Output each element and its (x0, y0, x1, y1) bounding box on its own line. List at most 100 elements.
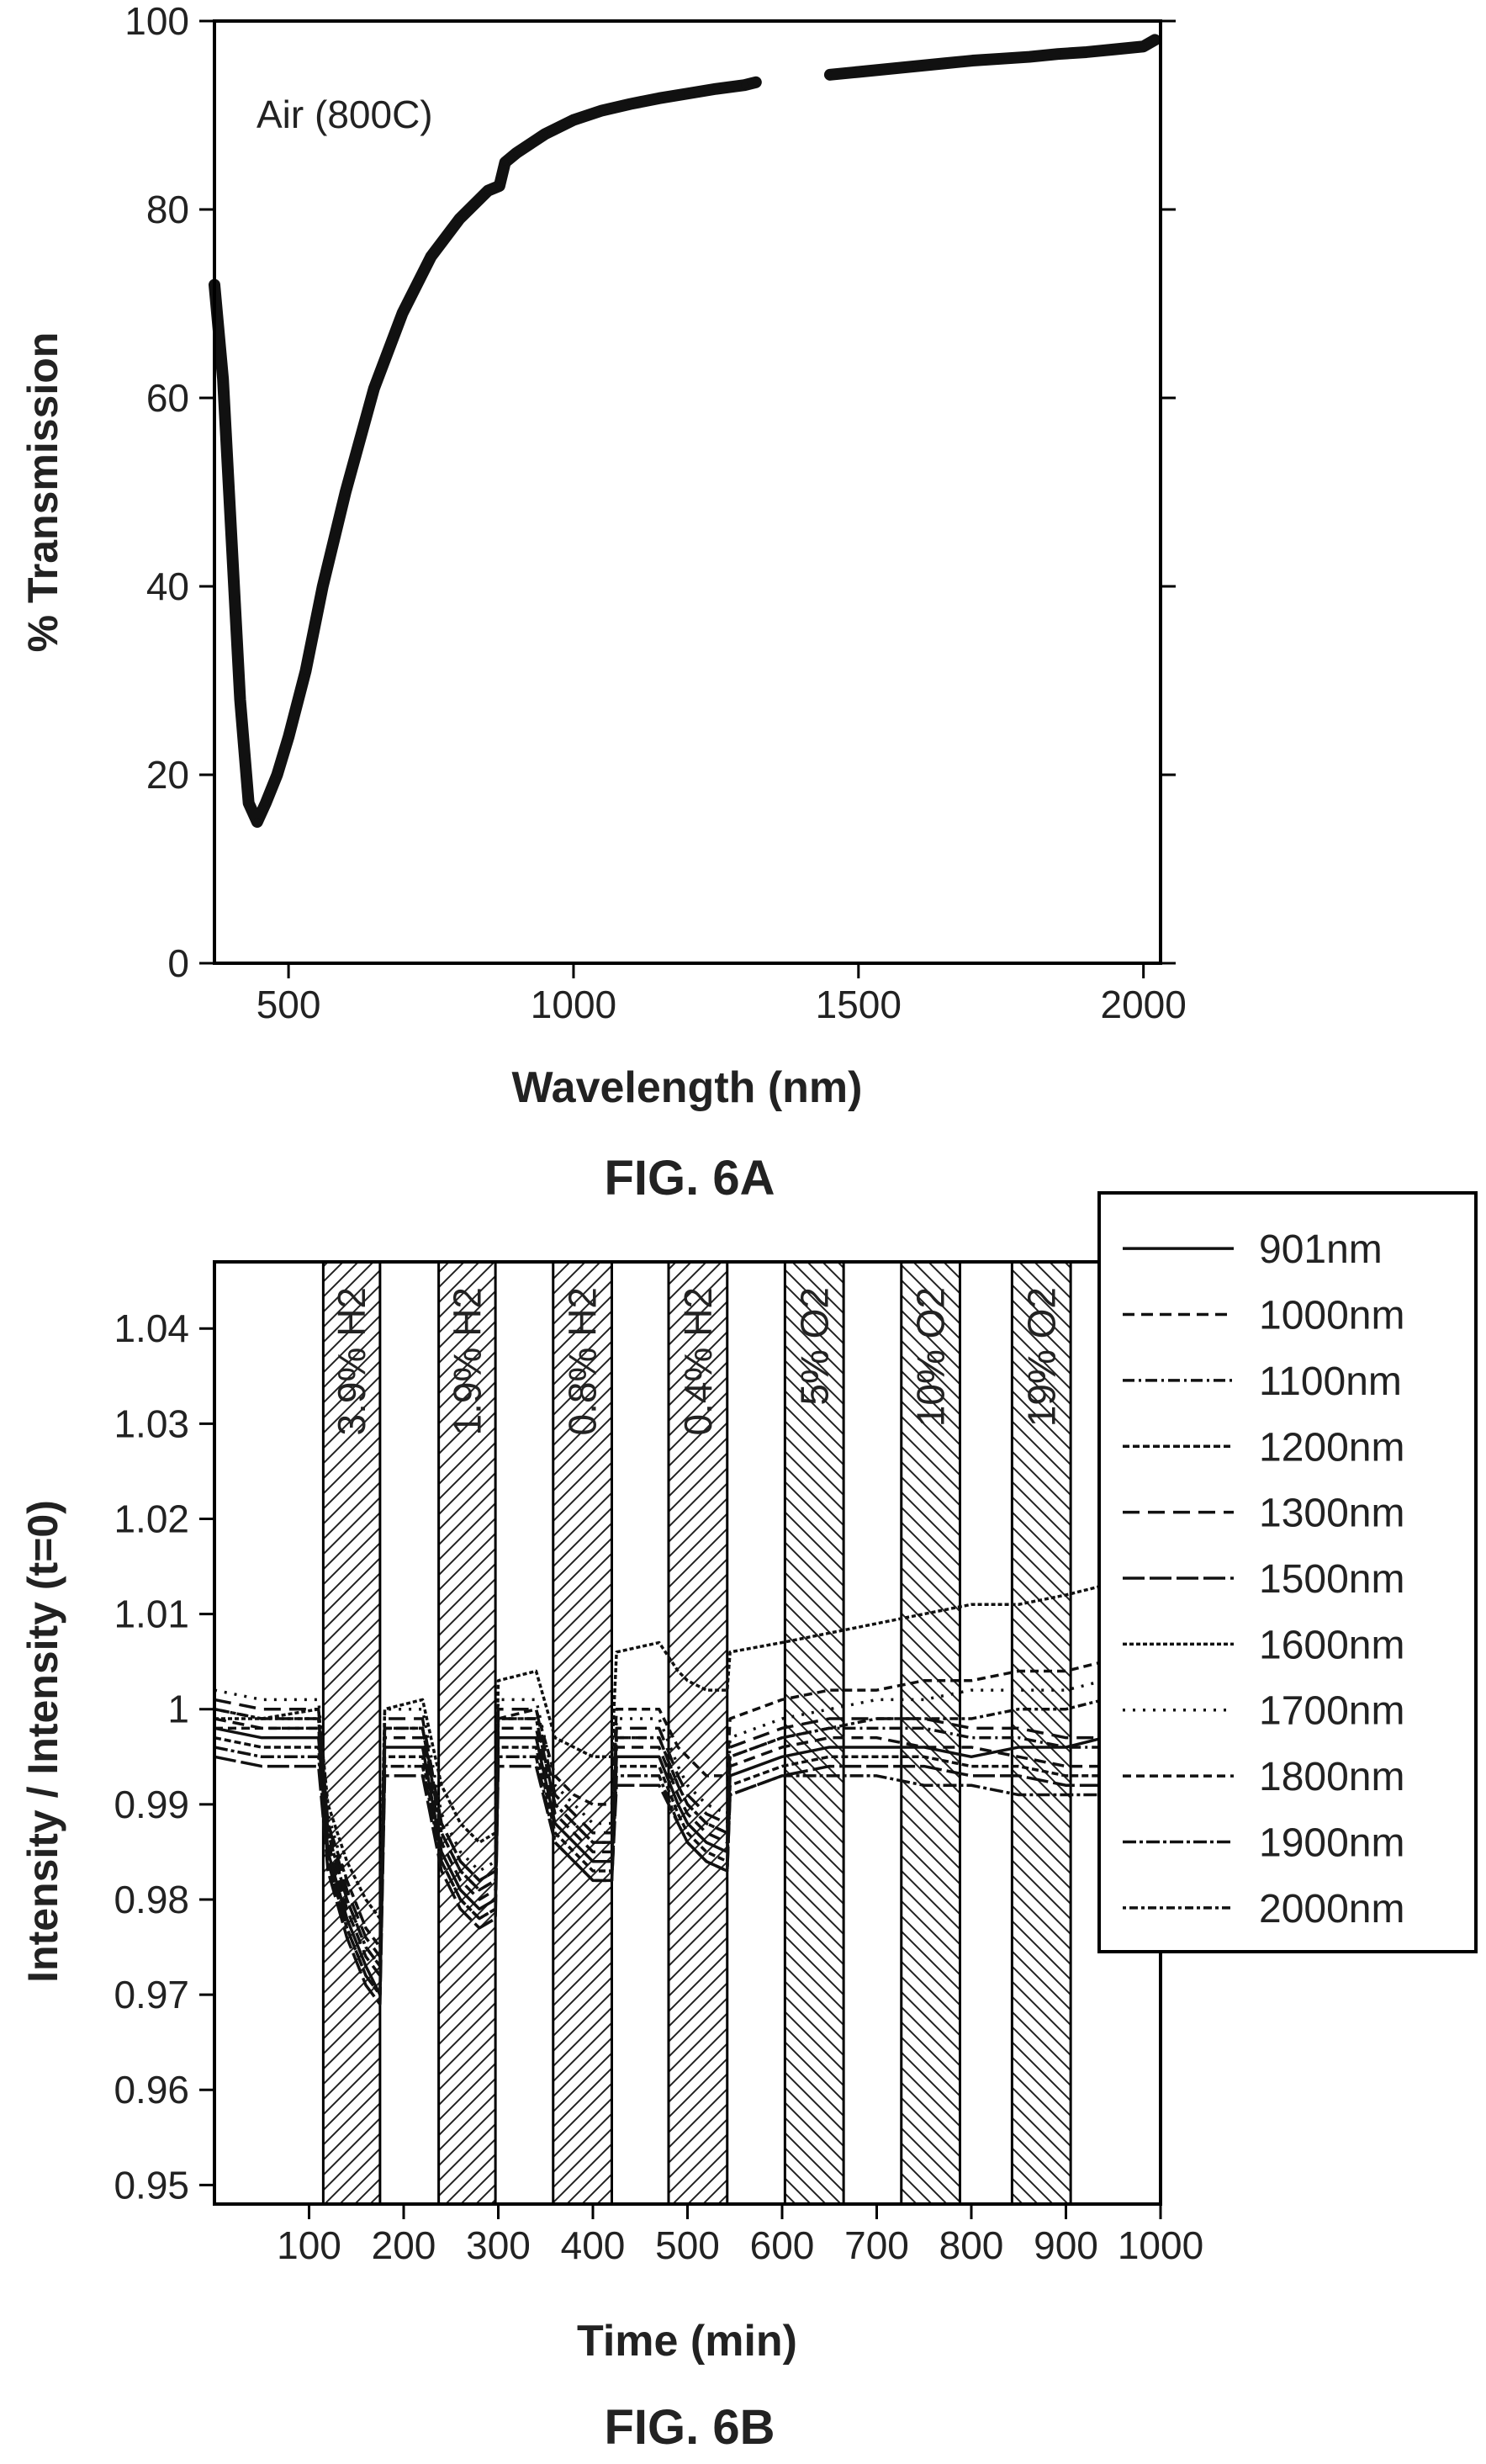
data-point (513, 149, 521, 156)
data-point (1082, 48, 1090, 56)
exposure-band-label: 0.4% H2 (676, 1287, 720, 1435)
x-tick-label: 2000 (1100, 983, 1186, 1026)
data-point (598, 107, 606, 114)
data-point (854, 68, 862, 76)
y-tick-label: 0.95 (114, 2163, 189, 2207)
legend-label: 1000nm (1259, 1294, 1404, 1338)
legend-label: 1800nm (1259, 1755, 1404, 1799)
exposure-band-label: 5% O2 (792, 1287, 836, 1406)
exposure-band-label: 3.9% H2 (330, 1287, 373, 1435)
data-point (1055, 50, 1062, 58)
x-tick-label: 500 (256, 983, 321, 1026)
x-tick-label: 400 (561, 2223, 626, 2267)
data-point (883, 66, 891, 73)
transmission-curve-segment (209, 76, 762, 828)
y-tick-label: 60 (146, 376, 189, 420)
y-axis-label: Intensity / Intensity (t=0) (19, 1500, 66, 1983)
data-point (228, 536, 235, 543)
legend-label: 1700nm (1259, 1689, 1404, 1734)
data-point (456, 215, 463, 223)
y-tick-label: 1.03 (114, 1402, 189, 1445)
y-tick-label: 40 (146, 564, 189, 608)
data-point (302, 667, 309, 675)
legend-label: 1500nm (1259, 1557, 1404, 1602)
data-point (245, 799, 252, 807)
legend-label: 1300nm (1259, 1492, 1404, 1536)
x-axis-label: Time (min) (577, 2317, 797, 2366)
transmission-chart: 500 1000 1500 2000 0 20 40 60 80 100 Air (800C) W… (19, 0, 1187, 1206)
data-point (1111, 45, 1118, 53)
y-tick-label: 0 (167, 941, 189, 985)
x-tick-label: 200 (372, 2223, 436, 2267)
data-point (341, 489, 349, 495)
y-tick-label: 100 (124, 0, 189, 43)
series-line-1900nm (214, 1746, 1104, 1996)
data-point (319, 583, 326, 590)
series-line-1300nm (214, 1698, 1104, 1958)
data-point (495, 183, 503, 189)
data-point (1140, 43, 1147, 50)
y-tick-label: 1.01 (114, 1592, 189, 1636)
data-point (940, 60, 948, 67)
exposure-band-label: 1.9% H2 (445, 1287, 489, 1435)
legend-label: 901nm (1259, 1227, 1383, 1272)
transmission-curve-segment (823, 34, 1161, 81)
x-tick-label: 600 (750, 2223, 815, 2267)
legend-label: 1200nm (1259, 1425, 1404, 1470)
data-point (997, 55, 1005, 62)
data-point (484, 187, 492, 194)
series-line-901nm (214, 1726, 1104, 1996)
series-line-1600nm (214, 1583, 1104, 1921)
legend-label: 1600nm (1259, 1623, 1404, 1667)
intensity-chart: 3.9% H2 1.9% H2 0.8% H2 0.4% H2 5% O2 10% O2 1… (19, 1191, 1478, 2455)
x-tick-label: 800 (939, 2223, 1004, 2267)
y-tick-label: 1.04 (114, 1306, 189, 1350)
data-point (912, 62, 919, 70)
data-point (236, 696, 244, 703)
y-tick-label: 1.02 (114, 1497, 189, 1540)
data-point (370, 384, 378, 392)
legend-label: 1900nm (1259, 1820, 1404, 1865)
axes: 500 1000 1500 2000 0 20 40 60 80 100 (124, 0, 1187, 1026)
plot-frame (213, 19, 1162, 965)
data-point (752, 78, 759, 86)
annotation-air-800c: Air (800C) (256, 93, 433, 136)
data-point (826, 71, 833, 78)
x-tick-label: 1500 (816, 983, 902, 1026)
intensity-series (214, 1583, 1104, 2006)
x-tick-label: 700 (844, 2223, 909, 2267)
exposure-band-label: 10% O2 (909, 1287, 953, 1427)
legend-label: 1100nm (1259, 1359, 1402, 1404)
exposure-band-label: 19% O2 (1019, 1287, 1063, 1427)
data-point (627, 100, 634, 108)
y-tick-label: 0.99 (114, 1783, 189, 1826)
figure-label: FIG. 6B (604, 2400, 775, 2455)
data-point (253, 819, 261, 825)
data-point (262, 799, 269, 807)
data-point (1151, 36, 1159, 44)
data-point (655, 94, 663, 102)
x-tick-label: 300 (466, 2223, 531, 2267)
transmission-series (209, 34, 1161, 828)
data-point (712, 85, 720, 93)
exposure-bands: 3.9% H2 1.9% H2 0.8% H2 0.4% H2 5% O2 10% O2 1… (321, 1260, 1072, 2206)
exposure-band (437, 1260, 497, 2206)
data-point (427, 253, 435, 260)
data-point (741, 82, 748, 89)
x-axis-label: Wavelength (nm) (512, 1063, 863, 1112)
y-tick-label: 80 (146, 188, 189, 231)
x-tick-label: 1000 (531, 983, 616, 1026)
data-point (399, 310, 406, 317)
x-tick-label: 1000 (1118, 2223, 1203, 2267)
data-point (969, 57, 976, 65)
legend-box (1097, 1191, 1478, 1953)
y-tick-label: 0.97 (114, 1973, 189, 2016)
exposure-band (783, 1260, 845, 2206)
x-tick-label: 100 (277, 2223, 341, 2267)
exposure-band (667, 1260, 729, 2206)
data-point (285, 734, 293, 741)
y-axis-label: % Transmission (19, 332, 66, 653)
series-line-1000nm (214, 1717, 1104, 1978)
figure-label: FIG. 6A (604, 1151, 775, 1206)
